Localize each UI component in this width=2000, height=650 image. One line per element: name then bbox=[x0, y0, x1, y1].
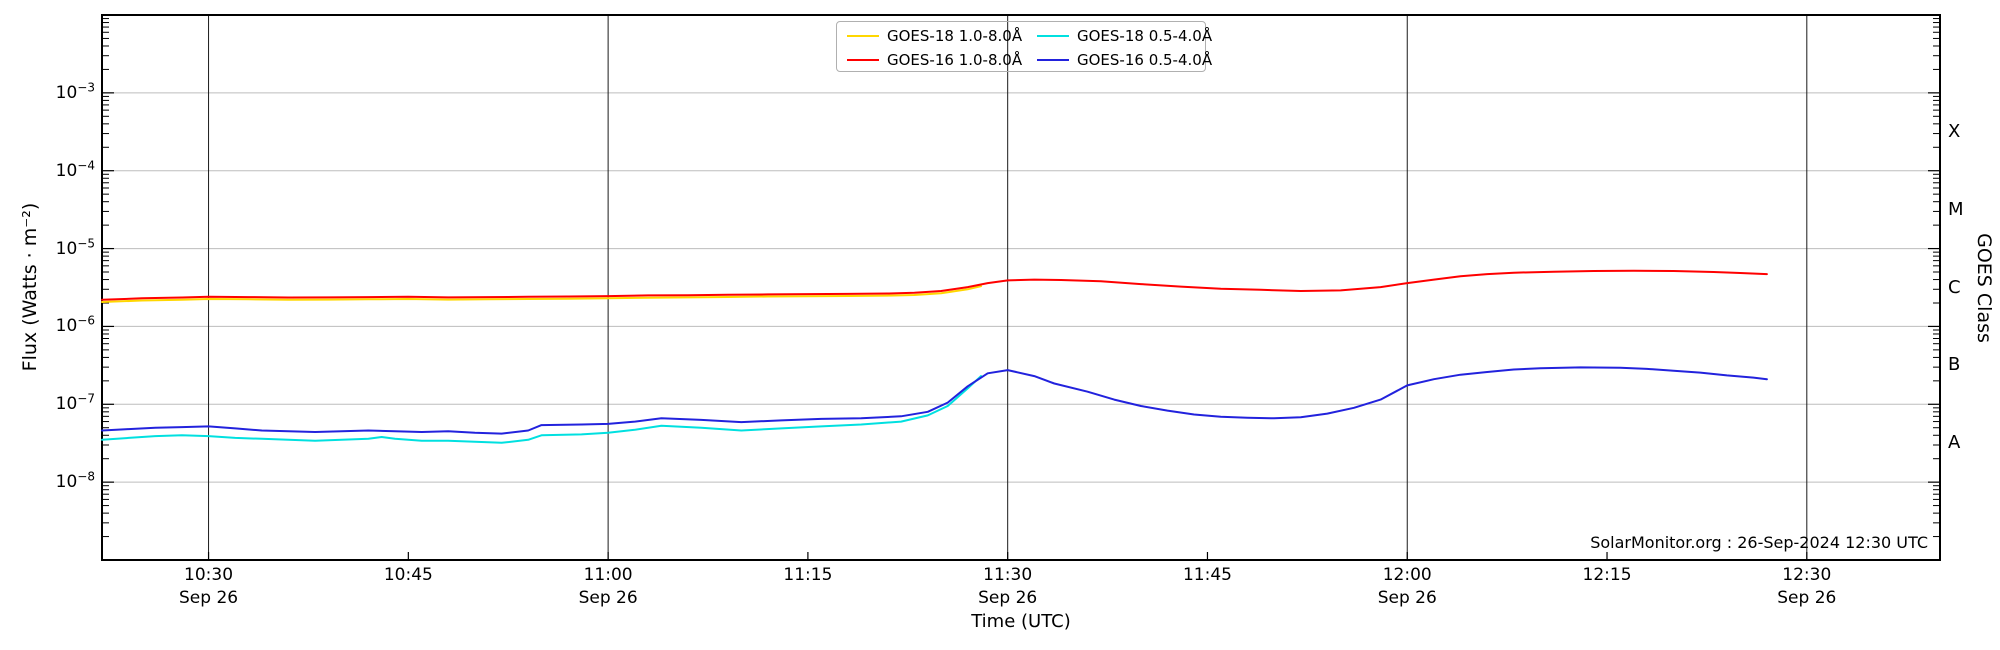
x-tick-label: 11:45 bbox=[1182, 565, 1232, 585]
x-tick-label: 11:15 bbox=[783, 565, 833, 585]
legend-label: GOES-18 1.0-8.0Å bbox=[887, 27, 1023, 45]
goes-class-letter-X: X bbox=[1948, 120, 1961, 142]
legend-label: GOES-16 1.0-8.0Å bbox=[887, 51, 1023, 69]
x-tick-date: Sep 26 bbox=[179, 588, 239, 608]
legend-label: GOES-18 0.5-4.0Å bbox=[1077, 27, 1213, 45]
goes-class-letter-M: M bbox=[1948, 198, 1964, 220]
y-tick-label: 10−7 bbox=[55, 391, 95, 415]
legend: GOES-18 1.0-8.0Å GOES-16 1.0-8.0Å GOES-1… bbox=[836, 21, 1212, 72]
legend-item-goes16-short: GOES-16 0.5-4.0Å bbox=[1037, 51, 1212, 69]
legend-item-goes18-long: GOES-18 1.0-8.0Å bbox=[847, 27, 1022, 45]
x-tick-date: Sep 26 bbox=[1777, 588, 1837, 608]
y-tick-label: 10−4 bbox=[55, 158, 95, 181]
legend-line-goes16-short-icon bbox=[1037, 59, 1069, 61]
series-goes18-long bbox=[101, 285, 982, 303]
x-tick-label: 11:00 bbox=[583, 565, 633, 585]
y-tick-label: 10−3 bbox=[55, 80, 95, 103]
goes-class-letter-B: B bbox=[1948, 354, 1961, 376]
legend-line-goes16-long-icon bbox=[847, 59, 879, 61]
legend-line-goes18-short-icon bbox=[1037, 35, 1069, 37]
goes-class-letter-A: A bbox=[1948, 432, 1961, 454]
right-axis-title: GOES Class bbox=[1973, 233, 1995, 343]
series-goes16-short bbox=[101, 366, 1768, 435]
x-tick-label: 10:30 bbox=[184, 565, 234, 585]
x-tick-label: 10:45 bbox=[383, 565, 433, 585]
y-tick-label: 10−8 bbox=[55, 469, 95, 493]
x-axis-title: Time (UTC) bbox=[971, 611, 1071, 632]
legend-item-goes18-short: GOES-18 0.5-4.0Å bbox=[1037, 27, 1212, 45]
legend-label: GOES-16 0.5-4.0Å bbox=[1077, 51, 1213, 69]
solarmonitor-timestamp: SolarMonitor.org : 26-Sep-2024 12:30 UTC bbox=[1590, 533, 1928, 552]
legend-item-goes16-long: GOES-16 1.0-8.0Å bbox=[847, 51, 1022, 69]
x-tick-date: Sep 26 bbox=[978, 588, 1038, 608]
goes-class-letter-C: C bbox=[1948, 276, 1961, 298]
y-axis-title: Flux (Watts · m⁻²) bbox=[19, 202, 41, 372]
series-goes18-short bbox=[101, 375, 982, 444]
x-tick-date: Sep 26 bbox=[578, 588, 638, 608]
x-tick-label: 12:30 bbox=[1782, 565, 1832, 585]
plot-border bbox=[101, 14, 1941, 561]
series-goes16-long bbox=[101, 269, 1768, 301]
x-tick-label: 12:00 bbox=[1382, 565, 1432, 585]
x-tick-label: 12:15 bbox=[1582, 565, 1632, 585]
x-tick-date: Sep 26 bbox=[1377, 588, 1437, 608]
y-tick-label: 10−6 bbox=[55, 313, 95, 337]
legend-line-goes18-long-icon bbox=[847, 35, 879, 37]
x-tick-label: 11:30 bbox=[983, 565, 1033, 585]
y-tick-label: 10−5 bbox=[55, 235, 95, 259]
